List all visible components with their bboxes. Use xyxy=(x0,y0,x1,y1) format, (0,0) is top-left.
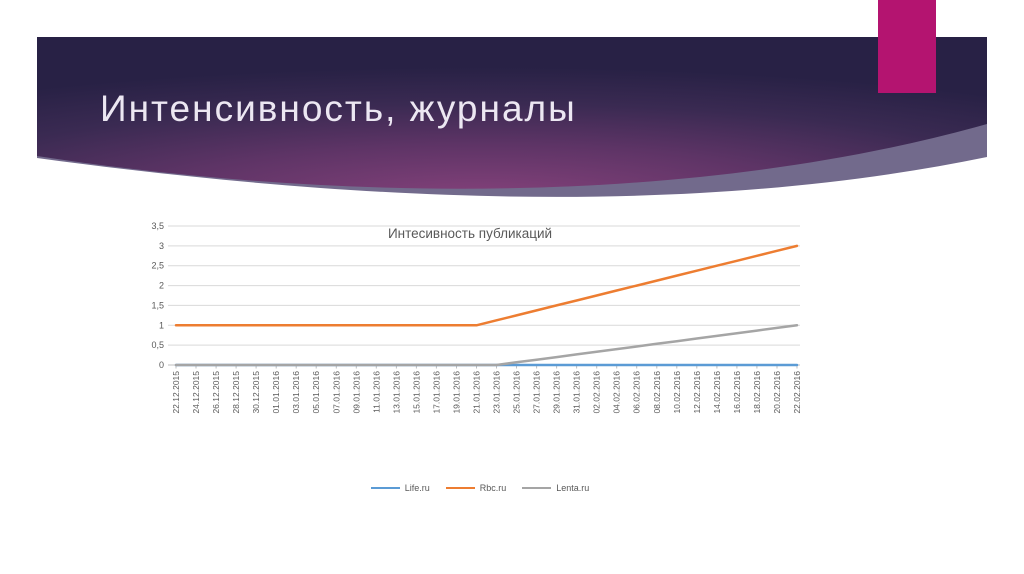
svg-text:24.12.2015: 24.12.2015 xyxy=(191,371,201,414)
svg-text:11.01.2016: 11.01.2016 xyxy=(371,371,381,413)
svg-text:09.01.2016: 09.01.2016 xyxy=(351,371,361,414)
svg-text:3: 3 xyxy=(159,241,164,251)
legend-item-lenta: Lenta.ru xyxy=(522,483,589,493)
svg-text:17.01.2016: 17.01.2016 xyxy=(431,371,441,414)
svg-text:16.02.2016: 16.02.2016 xyxy=(732,371,742,414)
chart-legend: Life.ru Rbc.ru Lenta.ru xyxy=(150,483,810,493)
svg-text:1: 1 xyxy=(159,320,164,330)
lenta-line-swatch-icon xyxy=(522,487,552,489)
svg-text:02.02.2016: 02.02.2016 xyxy=(592,371,602,414)
header-light-wedge xyxy=(37,122,987,197)
svg-text:18.02.2016: 18.02.2016 xyxy=(752,371,762,414)
life-line-swatch-icon xyxy=(370,487,400,489)
svg-text:07.01.2016: 07.01.2016 xyxy=(331,371,341,414)
svg-text:04.02.2016: 04.02.2016 xyxy=(612,371,622,414)
legend-label-lenta: Lenta.ru xyxy=(556,483,590,493)
rbc-line-swatch-icon xyxy=(445,487,475,489)
svg-text:26.12.2015: 26.12.2015 xyxy=(211,371,221,414)
svg-text:06.02.2016: 06.02.2016 xyxy=(632,371,642,414)
legend-item-life: Life.ru xyxy=(370,483,430,493)
svg-text:15.01.2016: 15.01.2016 xyxy=(411,371,421,414)
svg-text:20.02.2016: 20.02.2016 xyxy=(772,371,782,414)
svg-text:22.12.2015: 22.12.2015 xyxy=(171,371,181,414)
svg-text:25.01.2016: 25.01.2016 xyxy=(512,371,522,414)
chart-plot-area: 0 0,5 1 1,5 2 2,5 3 3,5 22.12.2015 24.12.2015 26.1… xyxy=(151,221,802,414)
accent-rectangle xyxy=(878,0,936,93)
chart-title: Интесивность публикаций xyxy=(387,226,553,241)
publication-intensity-chart: 0 0,5 1 1,5 2 2,5 3 3,5 22.12.2015 24.12.2015 26.1… xyxy=(150,213,820,513)
svg-text:23.01.2016: 23.01.2016 xyxy=(492,371,502,414)
svg-text:12.02.2016: 12.02.2016 xyxy=(692,371,702,414)
svg-text:31.01.2016: 31.01.2016 xyxy=(572,371,582,414)
svg-text:13.01.2016: 13.01.2016 xyxy=(391,371,401,414)
header-dark-band xyxy=(37,37,987,189)
slide-title: Интенсивность, журналы xyxy=(100,88,577,129)
svg-text:10.02.2016: 10.02.2016 xyxy=(672,371,682,414)
svg-text:05.01.2016: 05.01.2016 xyxy=(311,371,321,414)
svg-text:08.02.2016: 08.02.2016 xyxy=(652,371,662,414)
svg-text:0: 0 xyxy=(159,360,164,370)
legend-item-rbc: Rbc.ru xyxy=(445,483,507,493)
svg-text:01.01.2016: 01.01.2016 xyxy=(271,371,281,414)
svg-text:14.02.2016: 14.02.2016 xyxy=(712,371,722,414)
svg-text:1,5: 1,5 xyxy=(151,300,164,310)
svg-text:29.01.2016: 29.01.2016 xyxy=(552,371,562,414)
svg-text:21.01.2016: 21.01.2016 xyxy=(472,371,482,414)
svg-text:2,5: 2,5 xyxy=(151,261,164,271)
svg-text:3,5: 3,5 xyxy=(151,221,164,231)
svg-text:30.12.2015: 30.12.2015 xyxy=(251,371,261,414)
svg-text:2: 2 xyxy=(159,281,164,291)
svg-text:0,5: 0,5 xyxy=(151,340,164,350)
header-band xyxy=(37,37,987,197)
svg-text:19.01.2016: 19.01.2016 xyxy=(452,371,462,414)
svg-text:22.02.2016: 22.02.2016 xyxy=(792,371,802,414)
svg-text:03.01.2016: 03.01.2016 xyxy=(291,371,301,414)
svg-text:28.12.2015: 28.12.2015 xyxy=(231,371,241,414)
svg-text:27.01.2016: 27.01.2016 xyxy=(532,371,542,414)
legend-label-rbc: Rbc.ru xyxy=(479,483,507,493)
legend-label-life: Life.ru xyxy=(404,483,430,493)
